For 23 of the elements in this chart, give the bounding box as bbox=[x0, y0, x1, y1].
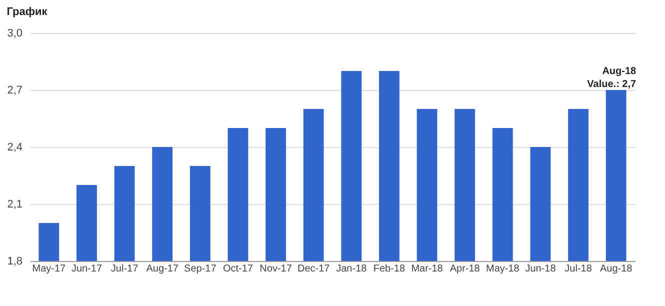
x-tick-label: Mar-18 bbox=[411, 264, 444, 274]
x-tick-label: May-18 bbox=[486, 264, 520, 274]
chart-title: График bbox=[6, 6, 48, 18]
x-tick-label: Jun-17 bbox=[71, 264, 102, 274]
x-tick-label: Jul-18 bbox=[564, 264, 592, 274]
x-tick-label: Aug-18 bbox=[600, 264, 633, 274]
x-tick-label: Feb-18 bbox=[373, 264, 406, 274]
y-tick-label: 2,4 bbox=[7, 142, 22, 154]
x-tick-label: Apr-18 bbox=[450, 264, 480, 274]
y-tick-label: 3,0 bbox=[7, 28, 22, 40]
x-tick-label: Jun-18 bbox=[525, 264, 556, 274]
x-tick-label: Dec-17 bbox=[297, 264, 330, 274]
x-tick-label: Jul-17 bbox=[110, 264, 139, 274]
x-tick-label: Sep-17 bbox=[184, 264, 217, 274]
y-tick-label: 1,8 bbox=[7, 256, 22, 268]
y-tick-label: 2,7 bbox=[7, 84, 22, 96]
x-tick-label: Oct-17 bbox=[222, 264, 254, 274]
x-tick-label: Jan-18 bbox=[336, 264, 368, 274]
x-tick-label: Nov-17 bbox=[260, 264, 292, 274]
x-tick-label: May-17 bbox=[32, 264, 66, 274]
annotation: Aug-18 Value.: 2,7 bbox=[587, 66, 637, 90]
y-tick-label: 2,1 bbox=[7, 198, 22, 210]
x-tick-label: Aug-17 bbox=[146, 264, 179, 274]
